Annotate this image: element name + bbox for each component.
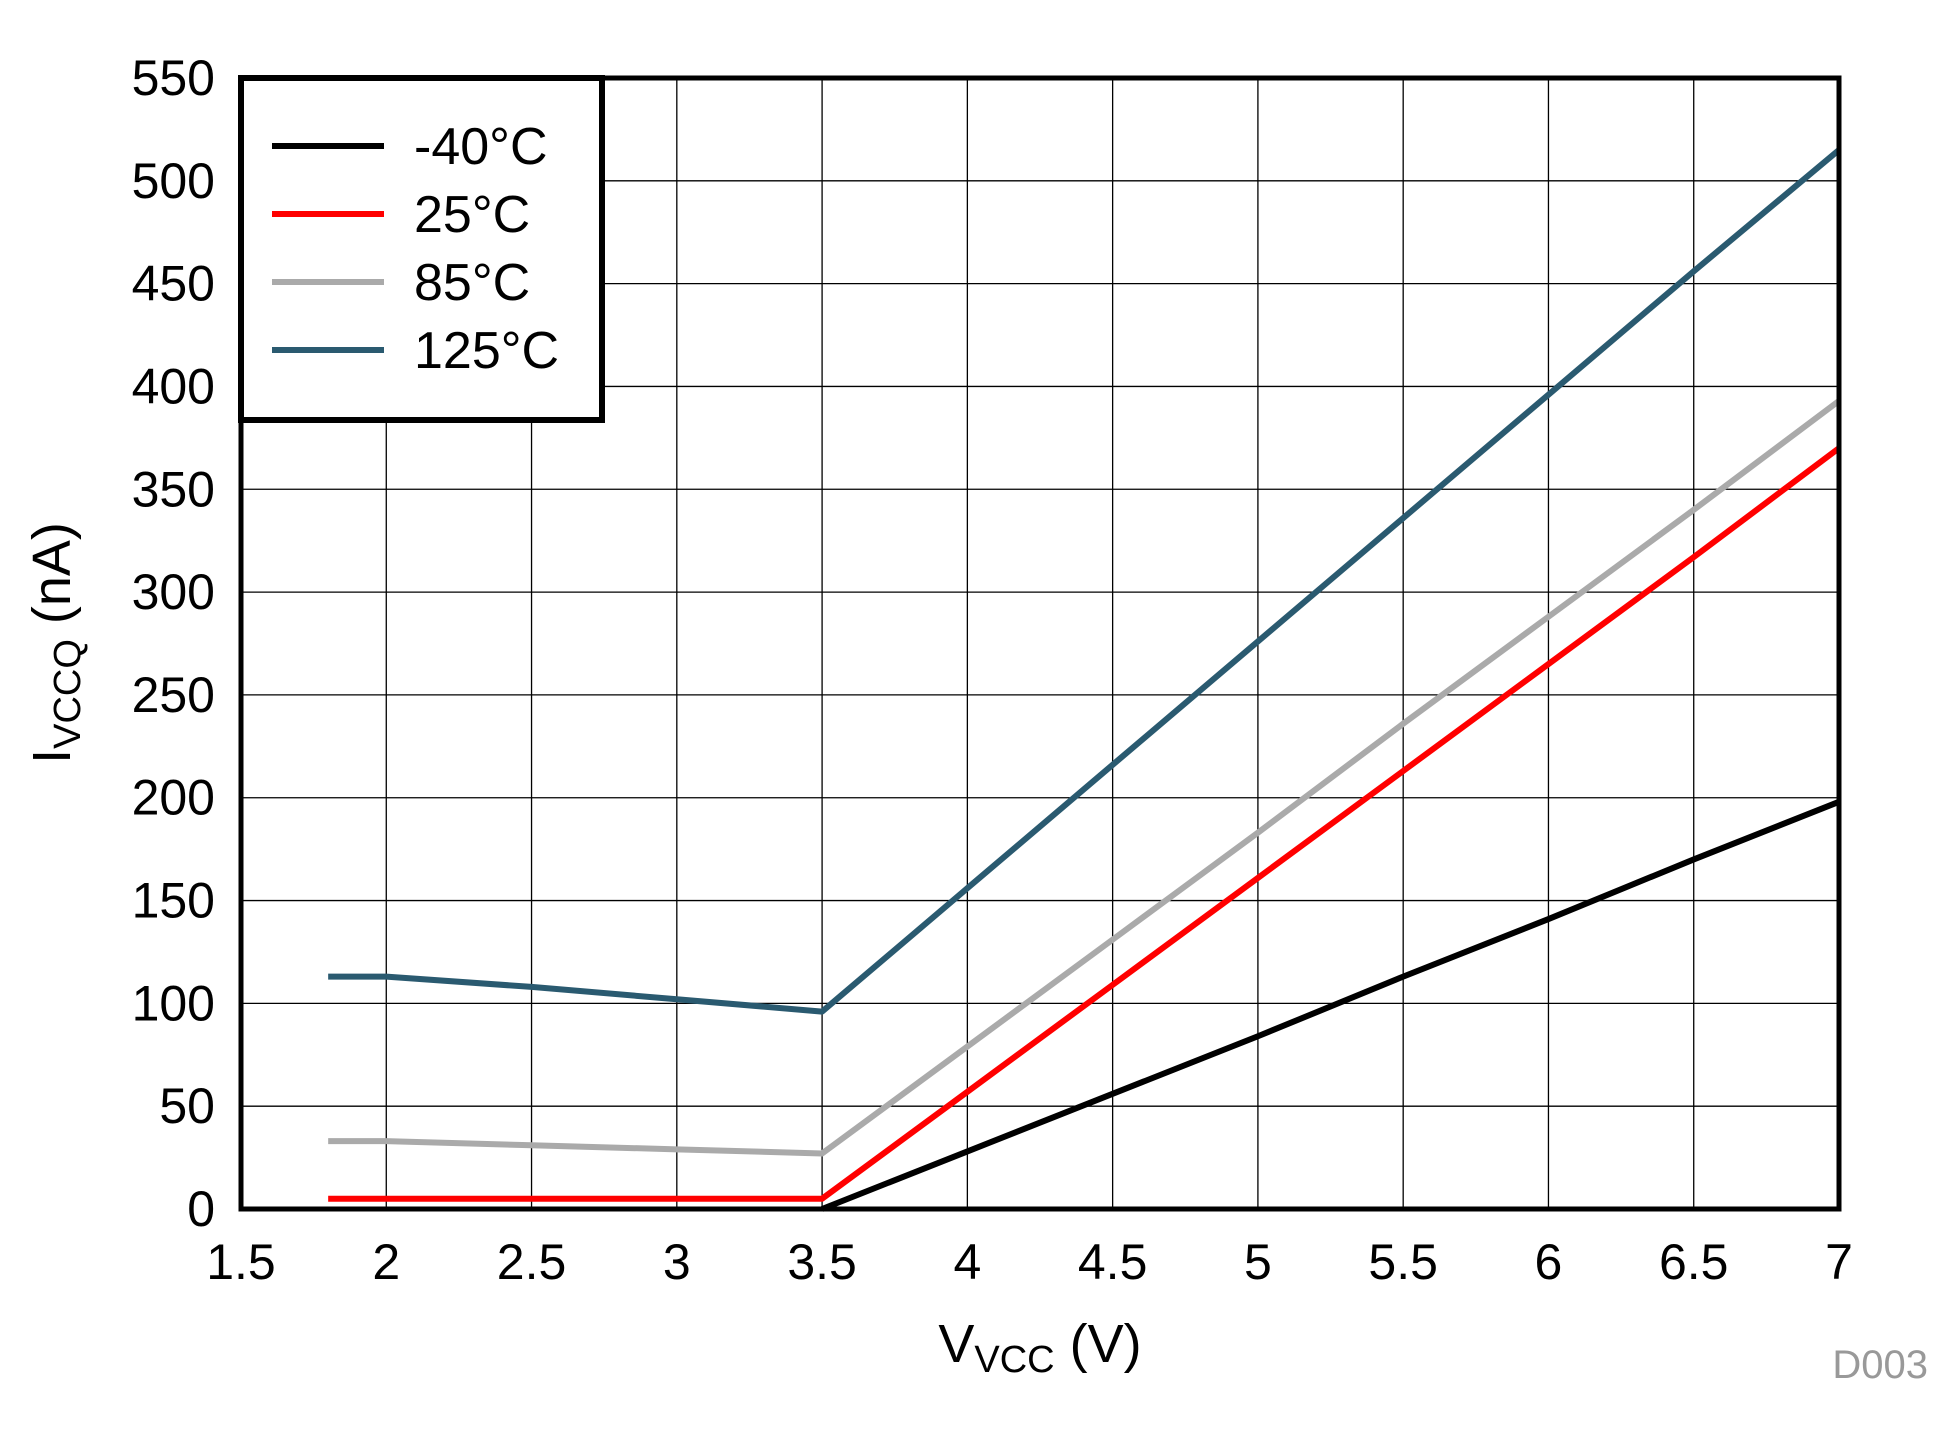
x-tick-label: 1.5 <box>206 1234 276 1290</box>
legend-label: 25°C <box>414 186 530 244</box>
x-tick-label: 7 <box>1825 1234 1853 1290</box>
legend-label: -40°C <box>414 118 548 176</box>
series-line-2 <box>328 398 1841 1157</box>
y-axis-label: IVCCQ (nA) <box>22 522 89 764</box>
y-tick-label: 400 <box>132 358 215 414</box>
series-lines <box>328 147 1841 1212</box>
x-tick-label: 4.5 <box>1078 1234 1148 1290</box>
y-tick-label: 0 <box>187 1181 215 1237</box>
y-tick-label: 50 <box>159 1078 215 1134</box>
x-tick-label: 3 <box>663 1234 691 1290</box>
legend-box <box>238 75 605 423</box>
x-tick-label: 5.5 <box>1368 1234 1438 1290</box>
y-tick-label: 500 <box>132 153 215 209</box>
plot-frame <box>238 75 1842 1212</box>
figure-code: D003 <box>1832 1343 1928 1387</box>
y-tick-label: 150 <box>132 873 215 929</box>
x-tick-label: 6.5 <box>1659 1234 1729 1290</box>
legend: -40°C 25°C 85°C 125°C <box>238 75 605 423</box>
x-tick-labels: 1.5 2 2.5 3 3.5 4 4.5 5 5.5 6 6.5 7 <box>206 1234 1853 1290</box>
legend-label: 85°C <box>414 254 530 312</box>
y-tick-label: 250 <box>132 667 215 723</box>
series-line-3 <box>328 147 1841 1015</box>
y-tick-labels: 0 50 100 150 200 250 300 350 400 450 500 550 <box>132 50 215 1237</box>
x-axis-label: VVCC (V) <box>938 1314 1141 1381</box>
x-tick-label: 4 <box>953 1234 981 1290</box>
series-line-0 <box>820 799 1841 1212</box>
x-tick-label: 5 <box>1244 1234 1272 1290</box>
y-tick-label: 350 <box>132 461 215 517</box>
x-tick-label: 3.5 <box>787 1234 857 1290</box>
y-tick-label: 450 <box>132 256 215 312</box>
y-tick-label: 200 <box>132 770 215 826</box>
x-tick-label: 2 <box>372 1234 400 1290</box>
x-tick-label: 6 <box>1535 1234 1563 1290</box>
series-line-1 <box>328 445 1841 1202</box>
y-tick-label: 300 <box>132 564 215 620</box>
legend-label: 125°C <box>414 322 559 380</box>
x-tick-label: 2.5 <box>497 1234 567 1290</box>
y-tick-label: 100 <box>132 975 215 1031</box>
y-tick-label: 550 <box>132 50 215 106</box>
